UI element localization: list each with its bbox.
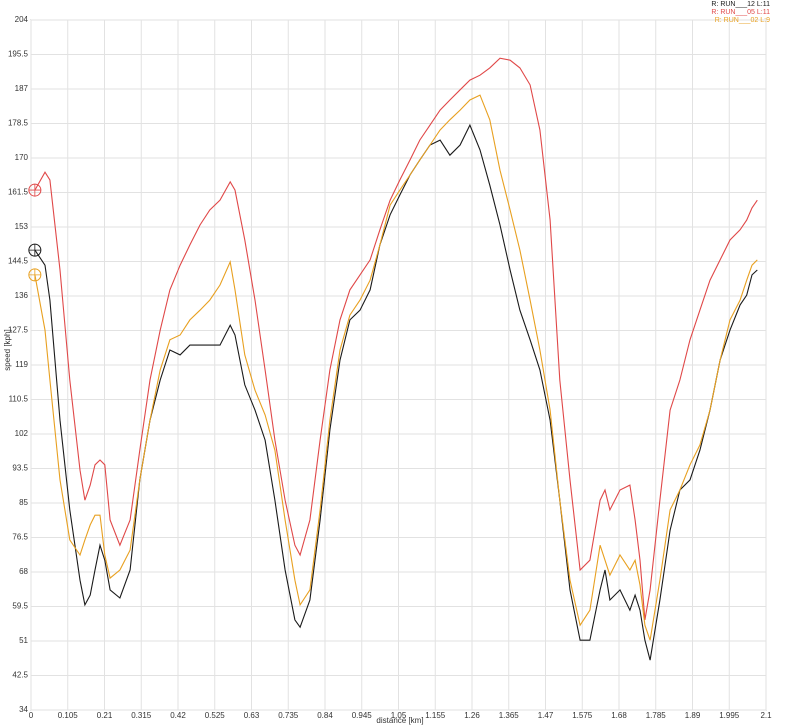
- start-marker-cross: [28, 244, 41, 257]
- x-tick-label: 0.525: [205, 711, 226, 720]
- y-tick-label: 144.5: [8, 257, 29, 266]
- x-axis-title: distance [km]: [376, 716, 423, 725]
- y-tick-label: 127.5: [8, 326, 29, 335]
- y-tick-label: 76.5: [12, 533, 28, 542]
- x-tick-label: 0.21: [97, 711, 113, 720]
- x-tick-label: 0.84: [317, 711, 333, 720]
- y-axis-title: speed [kph]: [3, 329, 12, 370]
- series-line: [34, 57, 758, 620]
- legend-entry: R: RUN___12 L:11: [711, 1, 770, 8]
- x-tick-label: 0.42: [170, 711, 186, 720]
- x-tick-label: 1.365: [499, 711, 520, 720]
- y-tick-label: 136: [15, 291, 29, 300]
- x-tick-label: 2.1: [760, 711, 772, 720]
- x-tick-label: 1.47: [538, 711, 554, 720]
- y-tick-label: 68: [19, 567, 28, 576]
- y-tick-label: 170: [15, 153, 29, 162]
- y-tick-label: 153: [15, 222, 29, 231]
- x-tick-label: 1.155: [425, 711, 446, 720]
- y-tick-label: 102: [15, 429, 29, 438]
- x-tick-label: 0: [29, 711, 34, 720]
- x-tick-label: 0.735: [278, 711, 299, 720]
- y-tick-label: 34: [19, 705, 28, 714]
- x-tick-label: 1.785: [646, 711, 667, 720]
- y-tick-label: 119: [15, 360, 28, 369]
- x-tick-label: 0.105: [58, 711, 79, 720]
- start-marker-cross: [28, 268, 41, 281]
- legend-entry: R: RUN___02 L:9: [715, 17, 770, 24]
- y-tick-label: 59.5: [12, 602, 28, 611]
- y-tick-label: 178.5: [8, 119, 29, 128]
- x-tick-label: 0.315: [131, 711, 152, 720]
- x-tick-label: 1.575: [572, 711, 593, 720]
- x-tick-label: 1.26: [464, 711, 480, 720]
- y-tick-label: 187: [15, 84, 29, 93]
- y-tick-label: 161.5: [8, 188, 29, 197]
- x-tick-label: 1.68: [611, 711, 627, 720]
- y-tick-label: 85: [19, 498, 28, 507]
- y-tick-label: 195.5: [8, 50, 29, 59]
- y-tick-label: 204: [15, 15, 29, 24]
- y-tick-label: 110.5: [9, 395, 29, 404]
- x-tick-label: 1.995: [719, 711, 740, 720]
- y-tick-label: 93.5: [12, 464, 28, 473]
- start-marker-cross: [28, 184, 41, 197]
- legend-entry: R: RUN___05 L:11: [711, 9, 770, 16]
- x-tick-label: 0.945: [352, 711, 373, 720]
- x-tick-label: 0.63: [244, 711, 260, 720]
- x-tick-label: 1.05: [391, 711, 407, 720]
- series-line: [34, 123, 758, 661]
- y-tick-label: 42.5: [12, 671, 28, 680]
- series-line: [34, 94, 758, 641]
- y-tick-label: 51: [19, 636, 28, 645]
- x-tick-label: 1.89: [685, 711, 701, 720]
